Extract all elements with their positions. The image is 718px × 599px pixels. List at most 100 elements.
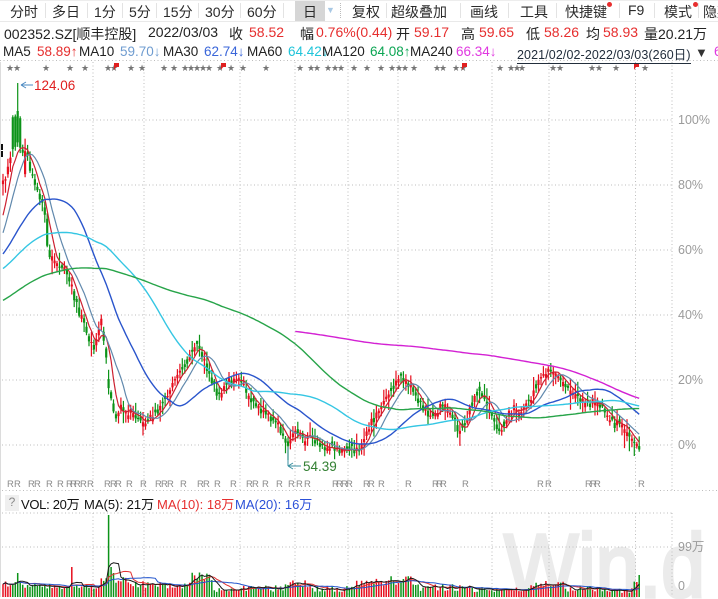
svg-text:R: R <box>378 479 385 490</box>
svg-text:R: R <box>246 479 253 490</box>
svg-text:R: R <box>180 479 187 490</box>
svg-text:★: ★ <box>324 63 332 73</box>
svg-text:100%: 100% <box>678 113 710 127</box>
svg-text:★: ★ <box>181 63 189 73</box>
svg-text:R: R <box>537 479 544 490</box>
svg-text:★: ★ <box>439 63 447 73</box>
svg-text:R: R <box>296 479 303 490</box>
svg-text:99万: 99万 <box>678 540 704 554</box>
svg-text:R: R <box>252 479 259 490</box>
svg-text:★: ★ <box>193 63 201 73</box>
svg-text:R: R <box>545 479 552 490</box>
svg-text:★: ★ <box>13 63 21 73</box>
svg-text:★: ★ <box>337 63 345 73</box>
svg-text:★: ★ <box>388 63 396 73</box>
svg-text:★: ★ <box>452 63 460 73</box>
svg-text:★: ★ <box>81 63 89 73</box>
svg-text:R: R <box>7 479 14 490</box>
svg-text:★: ★ <box>239 63 247 73</box>
svg-text:★: ★ <box>313 63 321 73</box>
svg-text:★: ★ <box>227 63 235 73</box>
svg-text:R: R <box>594 479 601 490</box>
svg-text:R: R <box>80 479 87 490</box>
svg-text:★: ★ <box>612 63 620 73</box>
svg-text:★: ★ <box>595 63 603 73</box>
svg-text:★: ★ <box>262 63 270 73</box>
svg-text:★: ★ <box>331 63 339 73</box>
svg-text:R: R <box>74 479 81 490</box>
svg-text:R: R <box>363 479 370 490</box>
svg-text:★: ★ <box>127 63 135 73</box>
svg-text:R: R <box>440 479 447 490</box>
svg-text:★: ★ <box>187 63 195 73</box>
svg-text:R: R <box>585 479 592 490</box>
svg-text:80%: 80% <box>678 178 703 192</box>
svg-text:★: ★ <box>104 63 112 73</box>
svg-text:R: R <box>262 479 269 490</box>
svg-text:★: ★ <box>641 63 649 73</box>
svg-text:★: ★ <box>216 63 224 73</box>
svg-text:★: ★ <box>395 63 403 73</box>
svg-text:R: R <box>155 479 162 490</box>
svg-text:R: R <box>405 479 412 490</box>
svg-text:R: R <box>115 479 122 490</box>
svg-text:R: R <box>341 479 348 490</box>
svg-text:★: ★ <box>170 63 178 73</box>
svg-text:124.06: 124.06 <box>34 78 75 93</box>
svg-text:R: R <box>462 479 469 490</box>
svg-text:R: R <box>432 479 439 490</box>
svg-text:R: R <box>276 479 283 490</box>
svg-text:20%: 20% <box>678 373 703 387</box>
svg-text:R: R <box>34 479 41 490</box>
svg-text:R: R <box>46 479 53 490</box>
svg-text:R: R <box>57 479 64 490</box>
svg-text:★: ★ <box>549 63 557 73</box>
svg-text:★: ★ <box>496 63 504 73</box>
svg-text:R: R <box>230 479 237 490</box>
svg-text:★: ★ <box>160 63 168 73</box>
svg-text:R: R <box>590 479 597 490</box>
svg-text:R: R <box>14 479 21 490</box>
svg-text:R: R <box>110 479 117 490</box>
svg-text:0: 0 <box>678 579 685 593</box>
svg-text:★: ★ <box>138 63 146 73</box>
svg-text:R: R <box>167 479 174 490</box>
svg-text:R: R <box>288 479 295 490</box>
svg-text:R: R <box>126 479 133 490</box>
svg-text:R: R <box>332 479 339 490</box>
svg-text:R: R <box>161 479 168 490</box>
svg-text:R: R <box>66 479 73 490</box>
svg-text:40%: 40% <box>678 308 703 322</box>
svg-text:★: ★ <box>556 63 564 73</box>
svg-text:R: R <box>368 479 375 490</box>
svg-text:★: ★ <box>296 63 304 73</box>
svg-text:★: ★ <box>363 63 371 73</box>
svg-text:★: ★ <box>42 63 50 73</box>
svg-text:★: ★ <box>66 63 74 73</box>
svg-text:54.39: 54.39 <box>303 459 337 474</box>
svg-text:R: R <box>214 479 221 490</box>
svg-text:R: R <box>638 479 645 490</box>
svg-text:★: ★ <box>401 63 409 73</box>
svg-text:R: R <box>346 479 353 490</box>
svg-text:★: ★ <box>507 63 515 73</box>
svg-text:R: R <box>87 479 94 490</box>
svg-text:★: ★ <box>6 63 14 73</box>
svg-text:R: R <box>336 479 343 490</box>
svg-text:R: R <box>203 479 210 490</box>
svg-text:★: ★ <box>433 63 441 73</box>
svg-text:★: ★ <box>513 63 521 73</box>
svg-text:★: ★ <box>588 63 596 73</box>
svg-text:R: R <box>104 479 111 490</box>
svg-text:★: ★ <box>205 63 213 73</box>
svg-text:★: ★ <box>410 63 418 73</box>
svg-text:60%: 60% <box>678 243 703 257</box>
svg-text:★: ★ <box>199 63 207 73</box>
svg-text:R: R <box>436 479 443 490</box>
svg-text:R: R <box>140 479 147 490</box>
svg-text:R: R <box>304 479 311 490</box>
svg-text:0%: 0% <box>678 438 696 452</box>
svg-text:★: ★ <box>377 63 385 73</box>
svg-text:★: ★ <box>307 63 315 73</box>
svg-text:★: ★ <box>350 63 358 73</box>
